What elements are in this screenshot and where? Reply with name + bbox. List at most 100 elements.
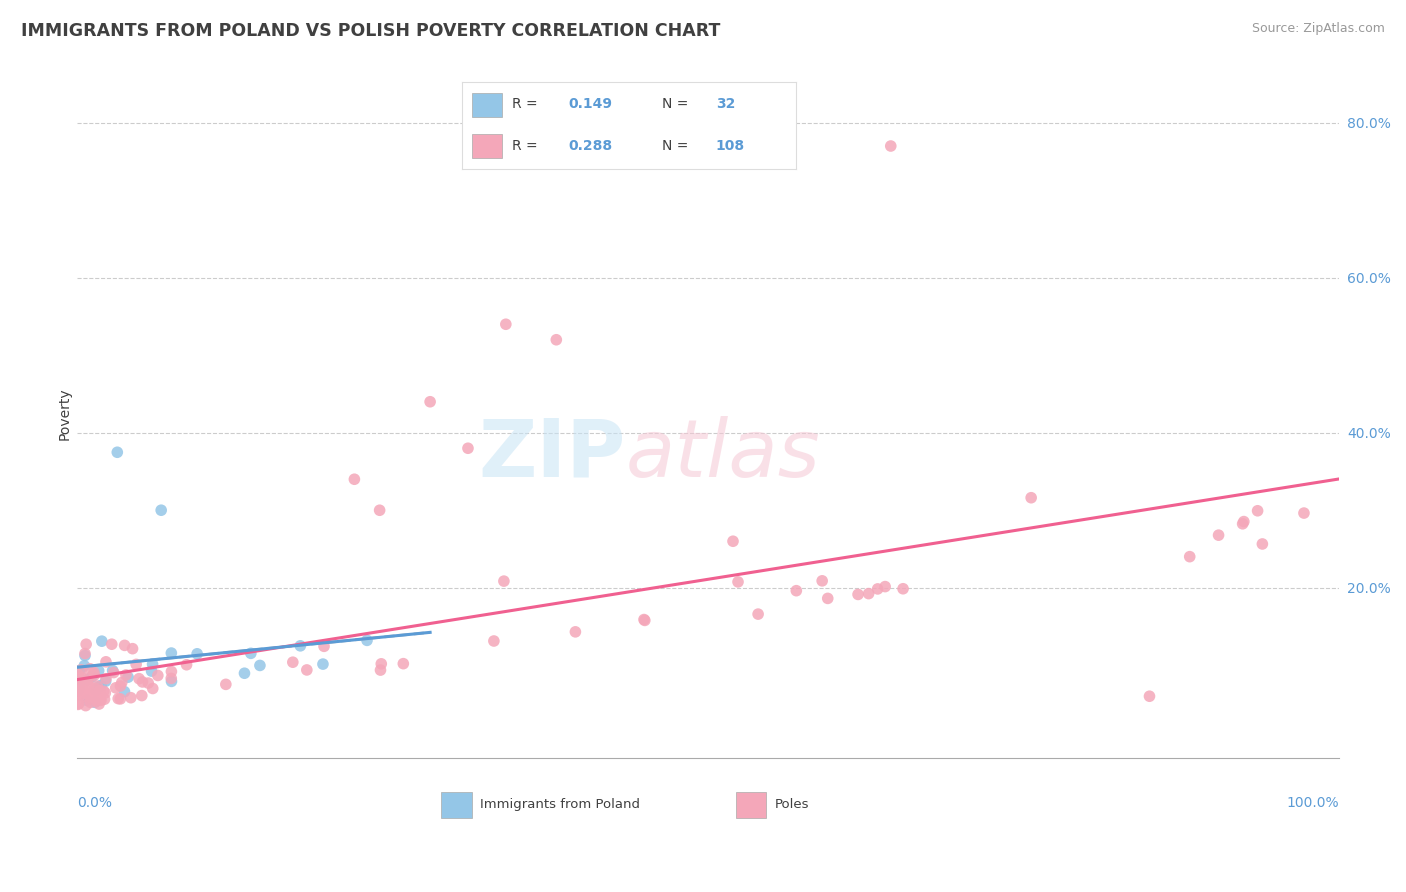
Point — [858, 586, 880, 600]
Text: 100.0%: 100.0% — [1286, 797, 1339, 810]
Point — [67, 680, 90, 694]
Point — [817, 591, 839, 606]
Point — [87, 697, 110, 711]
Point — [356, 633, 378, 648]
Point — [495, 318, 517, 332]
Point — [146, 668, 169, 682]
Point — [66, 698, 89, 712]
Point — [115, 668, 138, 682]
Y-axis label: Poverty: Poverty — [58, 387, 72, 440]
Point — [90, 634, 112, 648]
Point — [84, 695, 107, 709]
Point — [295, 663, 318, 677]
Point — [67, 685, 90, 699]
Point — [312, 640, 335, 654]
Point — [110, 679, 132, 693]
Point — [73, 658, 96, 673]
Point — [76, 677, 98, 691]
Point — [176, 657, 198, 672]
Point — [281, 655, 304, 669]
Point — [1233, 515, 1256, 529]
Point — [880, 139, 903, 153]
Point — [73, 648, 96, 663]
Point — [100, 637, 122, 651]
Point — [70, 685, 93, 699]
Point — [121, 641, 143, 656]
Point — [160, 665, 183, 679]
Point — [811, 574, 834, 588]
Point — [343, 472, 366, 486]
Point — [141, 664, 163, 678]
Point — [114, 684, 136, 698]
Point — [87, 664, 110, 678]
Point — [392, 657, 415, 671]
Point — [103, 665, 125, 680]
Point — [90, 693, 112, 707]
Point — [66, 678, 89, 692]
Point — [131, 689, 153, 703]
Point — [69, 674, 91, 689]
Point — [73, 647, 96, 661]
Point — [239, 646, 262, 660]
Point — [83, 690, 105, 705]
Point — [634, 614, 657, 628]
Point — [875, 580, 897, 594]
Point — [67, 697, 90, 711]
Point — [67, 664, 90, 678]
Point — [84, 683, 107, 698]
Point — [290, 639, 312, 653]
Point — [312, 657, 335, 672]
Point — [131, 675, 153, 690]
Point — [419, 394, 441, 409]
Point — [846, 587, 869, 601]
Point — [107, 691, 129, 706]
Point — [785, 583, 807, 598]
Point — [110, 692, 132, 706]
Point — [94, 674, 117, 689]
Text: atlas: atlas — [626, 416, 821, 494]
Point — [77, 680, 100, 694]
Point — [77, 688, 100, 702]
Point — [93, 692, 115, 706]
Point — [72, 671, 94, 685]
Point — [94, 672, 117, 686]
Point — [80, 670, 103, 684]
Point — [94, 686, 117, 700]
Point — [66, 683, 89, 698]
Point — [73, 690, 96, 704]
Point — [370, 657, 392, 671]
Point — [94, 655, 117, 669]
Point — [1246, 504, 1268, 518]
Point — [90, 678, 112, 692]
Point — [67, 670, 90, 684]
Point — [492, 574, 515, 588]
Point — [84, 681, 107, 696]
Point — [79, 695, 101, 709]
Point — [249, 658, 271, 673]
Point — [457, 442, 479, 456]
Point — [747, 607, 769, 621]
Point — [86, 689, 108, 703]
Point — [76, 673, 98, 687]
Point — [69, 689, 91, 703]
Point — [70, 683, 93, 698]
Point — [87, 687, 110, 701]
Point — [370, 663, 392, 677]
Point — [142, 681, 165, 696]
Point — [1019, 491, 1042, 505]
Point — [101, 664, 124, 678]
Point — [633, 613, 655, 627]
Point — [1139, 690, 1161, 704]
Point — [104, 681, 127, 695]
Text: ZIP: ZIP — [478, 416, 626, 494]
Point — [82, 690, 104, 705]
Point — [73, 675, 96, 690]
Point — [111, 675, 134, 690]
Point — [76, 693, 98, 707]
Point — [160, 646, 183, 660]
Text: Source: ZipAtlas.com: Source: ZipAtlas.com — [1251, 22, 1385, 36]
Point — [66, 667, 89, 681]
Point — [215, 677, 238, 691]
Point — [136, 676, 159, 690]
Point — [83, 665, 105, 680]
